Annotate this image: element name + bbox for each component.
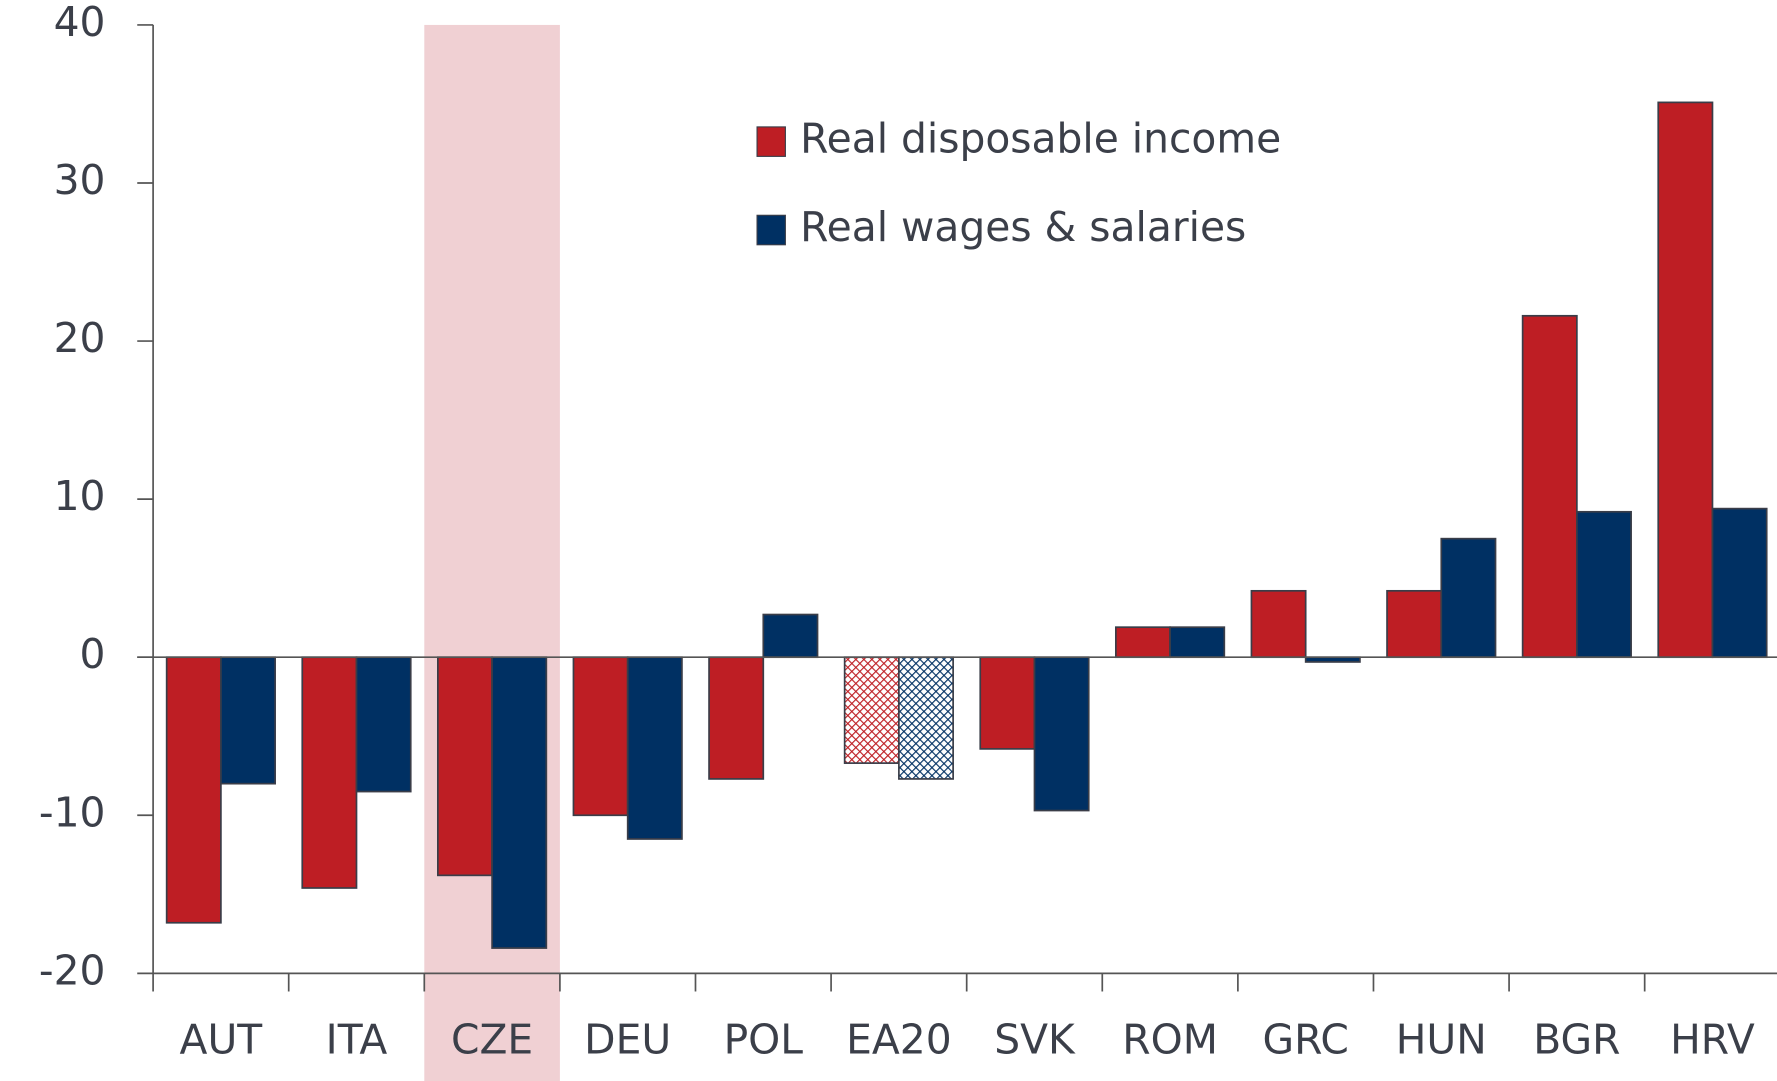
- y-tick-label: -20: [39, 946, 106, 994]
- bar: [1576, 510, 1632, 659]
- x-tick-label: HUN: [1396, 1015, 1487, 1063]
- legend-swatch: [756, 214, 786, 246]
- bar: [572, 656, 629, 817]
- bar: [843, 656, 900, 764]
- legend-swatch: [756, 126, 786, 157]
- x-tick-label: DEU: [584, 1015, 671, 1063]
- x-tick-label: ITA: [326, 1015, 388, 1063]
- bar: [762, 613, 819, 659]
- bar: [1033, 656, 1090, 812]
- y-tick-label: 30: [54, 156, 106, 204]
- bar: [1169, 626, 1226, 659]
- y-tick-label: 20: [54, 314, 106, 362]
- x-tick-label: GRC: [1262, 1015, 1348, 1063]
- bar: [1657, 101, 1714, 659]
- y-tick-label: -10: [39, 788, 106, 836]
- bar: [626, 656, 683, 840]
- bar: [1440, 537, 1497, 659]
- bar: [898, 656, 954, 780]
- bar: [301, 656, 358, 889]
- bar: [437, 656, 493, 877]
- bar: [1521, 314, 1578, 659]
- x-tick-label: SVK: [994, 1015, 1076, 1063]
- bar: [355, 656, 412, 793]
- x-tick-label: AUT: [180, 1015, 264, 1063]
- bar: [1711, 507, 1768, 659]
- bar: [1250, 589, 1307, 659]
- x-tick-label: CZE: [451, 1015, 533, 1063]
- x-tick-label: POL: [724, 1015, 804, 1063]
- bar: [491, 656, 548, 949]
- bar: [220, 656, 276, 785]
- x-tick-label: ROM: [1122, 1015, 1218, 1063]
- bar: [1114, 626, 1171, 659]
- bar: [708, 656, 765, 780]
- x-tick-label: HRV: [1670, 1015, 1755, 1063]
- y-tick-label: 40: [54, 0, 106, 46]
- legend-label: Real disposable income: [800, 115, 1281, 163]
- y-tick-label: 10: [54, 472, 106, 520]
- bar: [165, 656, 222, 924]
- legend-label: Real wages & salaries: [800, 203, 1246, 251]
- y-tick-label: 0: [80, 630, 106, 678]
- x-tick-label: EA20: [846, 1015, 952, 1063]
- bar: [979, 656, 1036, 750]
- bar: [1386, 589, 1443, 659]
- x-tick-label: BGR: [1533, 1015, 1620, 1063]
